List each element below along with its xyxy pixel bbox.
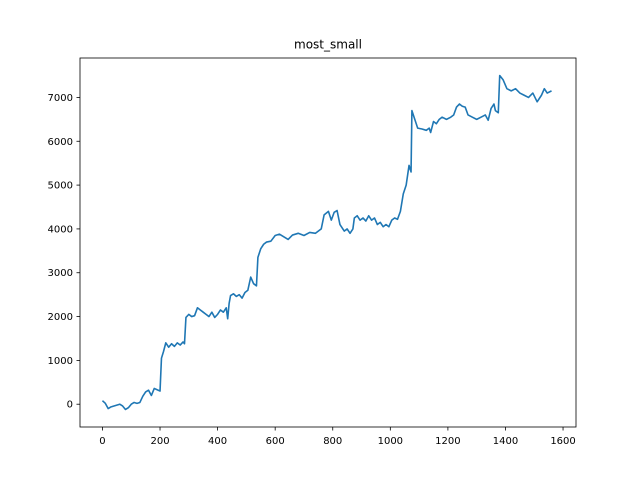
y-tick-label: 4000	[48, 224, 73, 235]
plot-frame	[79, 57, 577, 428]
x-tick-label: 800	[323, 436, 342, 447]
plot-line-layer	[101, 74, 552, 411]
x-tick-label: 600	[266, 436, 285, 447]
y-axis: 0 1000 2000 3000 4000 5000 6000 7000	[48, 93, 80, 411]
y-tick-label: 6000	[48, 137, 73, 148]
y-tick-label: 7000	[48, 93, 73, 104]
y-tick-label: 0	[67, 400, 73, 411]
x-axis: 0 200 400 600 800 1000 1200 1400 1600	[99, 427, 576, 447]
y-tick-label: 1000	[48, 356, 73, 367]
y-tick-label: 3000	[48, 268, 73, 279]
series-line-0	[101, 74, 552, 411]
x-tick-label: 400	[208, 436, 227, 447]
x-tick-label: 1200	[435, 436, 460, 447]
x-tick-label: 0	[99, 436, 105, 447]
x-tick-label: 1400	[493, 436, 518, 447]
y-tick-label: 5000	[48, 181, 73, 192]
chart-title: most_small	[294, 38, 362, 52]
x-tick-label: 1600	[550, 436, 575, 447]
x-tick-label: 200	[150, 436, 169, 447]
x-tick-label: 1000	[378, 436, 403, 447]
y-tick-label: 2000	[48, 312, 73, 323]
